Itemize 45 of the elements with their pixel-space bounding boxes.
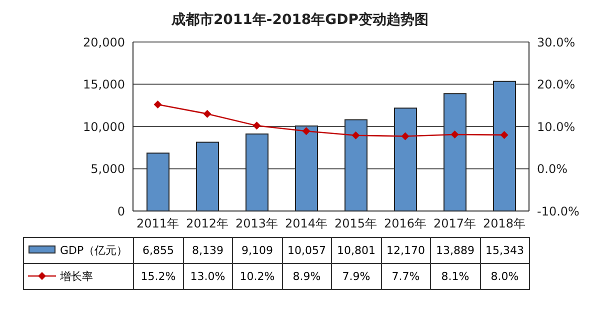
x-tick-label: 2013年 — [235, 216, 278, 231]
y-tick-label: 10,000 — [83, 120, 125, 134]
y-tick-label: 5,000 — [90, 162, 125, 176]
data-label: 8.9% — [282, 264, 332, 290]
data-label: 13,889 — [430, 238, 480, 264]
y2-tick-label: 30.0% — [537, 35, 576, 50]
x-tick-label: 2015年 — [334, 216, 378, 231]
x-tick-label: 2012年 — [186, 216, 229, 231]
data-label: 10.2% — [232, 264, 282, 290]
point — [352, 131, 360, 140]
data-label: 10,801 — [332, 238, 381, 264]
y2-tick-label: 0.0% — [537, 162, 568, 176]
y-tick-label: 15,000 — [83, 78, 125, 92]
data-label: 8,139 — [183, 238, 232, 264]
data-label: 6,855 — [134, 238, 183, 264]
legend-label: 增长率 — [60, 268, 93, 284]
y2-tick-label: 20.0% — [537, 78, 576, 92]
y-tick-label: 20,000 — [83, 35, 125, 50]
y2-tick-label: 10.0% — [537, 120, 576, 134]
x-tick-label: 2016年 — [384, 216, 427, 231]
point — [154, 100, 162, 109]
point — [500, 130, 508, 139]
point — [252, 122, 261, 130]
data-label: 10,057 — [282, 238, 332, 264]
data-label: 7.9% — [332, 264, 381, 290]
data-label: 12,170 — [381, 238, 430, 264]
data-label: 9,109 — [232, 238, 282, 264]
x-tick-label: 2014年 — [284, 216, 328, 231]
data-label: 7.7% — [381, 264, 430, 290]
data-label: 8.1% — [430, 264, 480, 290]
y-tick-label: 0 — [117, 204, 125, 218]
data-label: 13.0% — [183, 264, 232, 290]
data-label: 8.0% — [480, 264, 530, 290]
x-tick-label: 2017年 — [433, 216, 476, 231]
x-tick-label: 2011年 — [136, 216, 180, 231]
chart-title: 成都市2011年-2018年GDP变动趋势图 — [170, 10, 430, 30]
y2-tick-label: -10.0% — [537, 204, 580, 218]
legend-label: GDP（亿元） — [60, 242, 128, 258]
point — [302, 127, 310, 136]
x-tick-label: 2018年 — [482, 216, 526, 231]
data-label: 15.2% — [134, 264, 183, 290]
point — [203, 110, 212, 118]
data-label: 15,343 — [480, 238, 530, 264]
point — [401, 132, 410, 140]
point — [450, 130, 459, 139]
